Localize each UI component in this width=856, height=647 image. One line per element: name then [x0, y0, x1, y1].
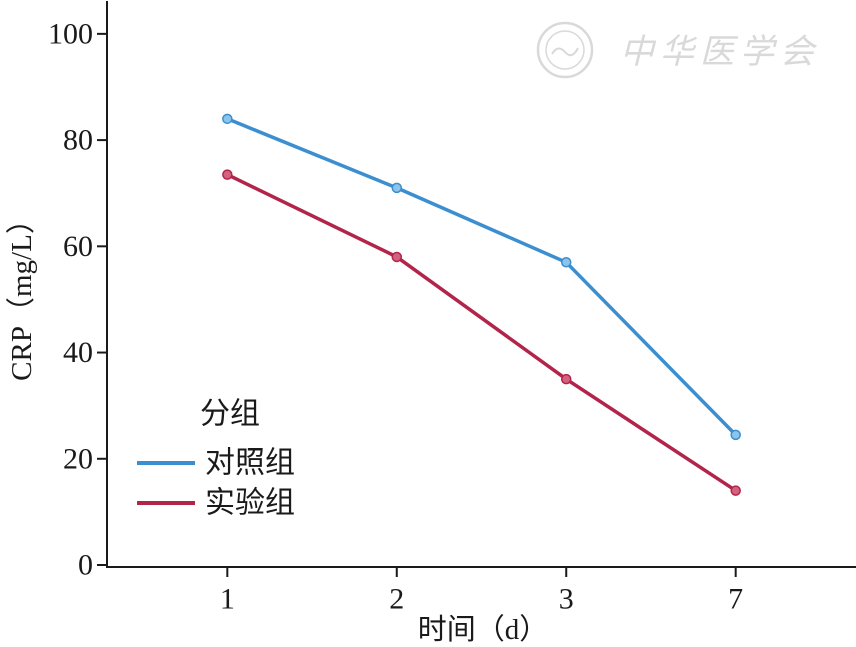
- seal-outer-ring: [536, 21, 594, 79]
- data-point: [560, 257, 572, 268]
- y-tick-label: 0: [78, 549, 93, 582]
- watermark-text: 中华医学会: [620, 32, 820, 72]
- x-tick-label: 7: [728, 583, 743, 616]
- x-tick-label: 3: [559, 583, 574, 616]
- x-axis-label: 时间（d）: [418, 613, 549, 646]
- seal-emblem: [551, 47, 579, 57]
- y-tick-label: 20: [63, 442, 93, 475]
- x-tick-label: 1: [220, 583, 235, 616]
- seal-inner-ring: [545, 30, 585, 70]
- data-point: [222, 169, 233, 180]
- seal-icon: [536, 21, 594, 79]
- series-line: [225, 172, 738, 493]
- data-point: [730, 429, 741, 441]
- data-point: [391, 182, 403, 194]
- data-point: [391, 251, 403, 263]
- x-ticks: 1 2 3 7: [220, 567, 743, 616]
- y-tick-label: 60: [63, 230, 93, 263]
- series-group: [222, 113, 741, 496]
- legend-item: 对照组: [137, 447, 295, 480]
- legend-item: 实验组: [137, 487, 295, 520]
- data-point: [222, 113, 233, 125]
- legend-label: 实验组: [205, 487, 295, 520]
- series-2: [222, 169, 741, 496]
- axes: [106, 1, 856, 568]
- legend-title: 分组: [200, 398, 260, 431]
- series-1: [222, 113, 741, 441]
- legend-label: 对照组: [205, 447, 295, 480]
- x-tick-label: 2: [389, 583, 404, 616]
- y-axis-label: CRP（mg/L）: [6, 205, 38, 381]
- data-point: [560, 373, 572, 385]
- y-ticks: 0 20 40 60 80 100: [48, 17, 107, 582]
- y-tick-label: 100: [48, 17, 93, 50]
- data-point: [730, 485, 741, 496]
- watermark: 中华医学会: [536, 21, 820, 79]
- series-line: [225, 117, 738, 437]
- y-tick-label: 80: [63, 124, 93, 157]
- y-tick-label: 40: [63, 336, 93, 369]
